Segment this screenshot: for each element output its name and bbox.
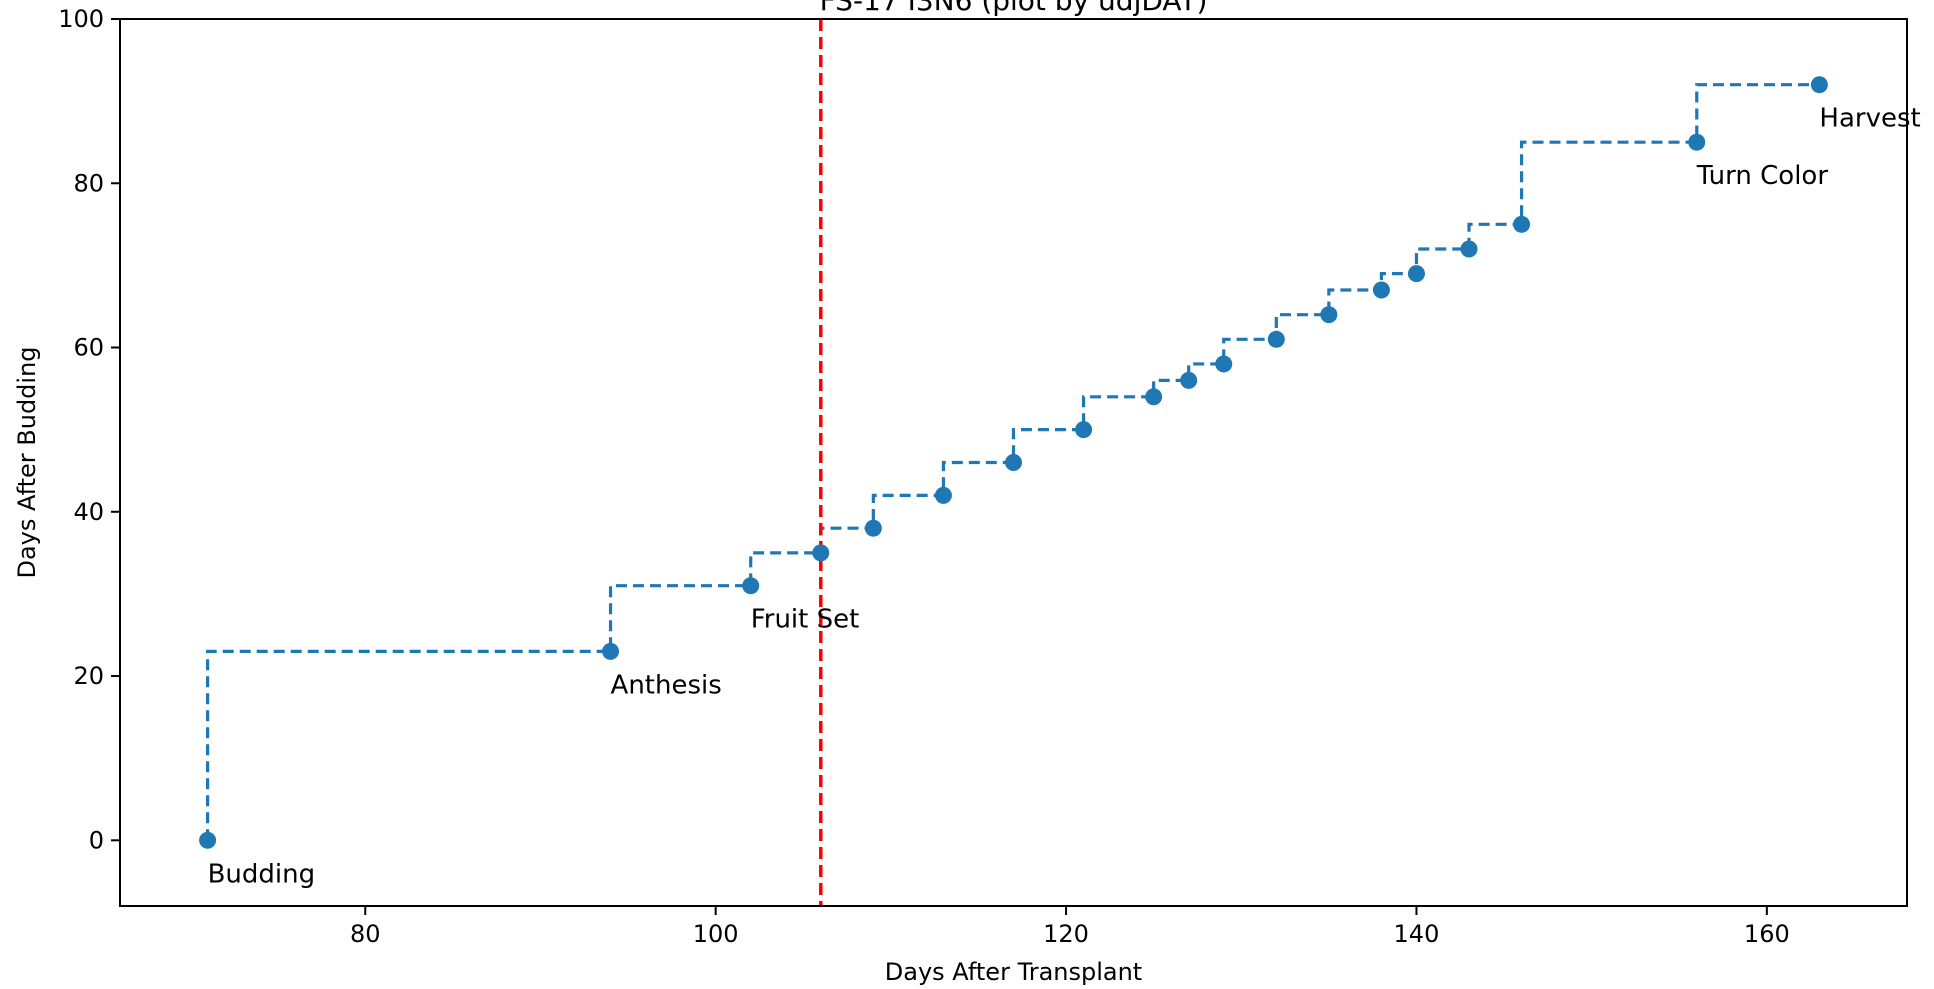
annotations: Budding Anthesis Fruit Set Turn Color Harves…: [208, 104, 1921, 890]
x-tick-label: 100: [693, 920, 739, 948]
y-axis-label: Days After Budding: [13, 346, 41, 578]
data-point: [1180, 371, 1198, 389]
y-tick-label: 0: [89, 826, 104, 854]
annotation-label: Harvest: [1819, 104, 1920, 134]
data-point: [1005, 454, 1022, 471]
chart-title: FS-17 I3N6 (plot by udjDAT): [820, 0, 1208, 17]
data-point: [1407, 265, 1425, 283]
data-point: [864, 519, 882, 537]
annotation-label: Fruit Set: [751, 605, 860, 635]
data-point: [1372, 281, 1390, 299]
data-point: [1267, 330, 1285, 348]
annotation-label: Turn Color: [1696, 161, 1829, 191]
x-tick-label: 80: [350, 920, 381, 948]
data-point: [1810, 76, 1828, 94]
data-point: [602, 642, 620, 660]
y-tick-label: 20: [73, 662, 104, 690]
data-point: [1688, 133, 1706, 151]
axes-frame: [119, 18, 1908, 907]
x-axis-label: Days After Transplant: [885, 958, 1142, 986]
y-tick-label: 100: [58, 5, 104, 33]
data-point: [199, 831, 217, 849]
x-tick-label: 120: [1043, 920, 1089, 948]
y-tick-label: 40: [73, 498, 104, 526]
annotation-label: Budding: [208, 859, 316, 889]
axis-ticks: 80 100 120 140 160 0 20 40 60 80 100: [58, 5, 1790, 948]
plot-area: [199, 19, 1828, 906]
data-point: [1320, 306, 1338, 324]
data-point: [742, 577, 760, 595]
data-point: [1145, 388, 1163, 406]
annotation-label: Anthesis: [611, 670, 722, 700]
x-tick-label: 140: [1394, 920, 1440, 948]
data-point: [934, 486, 952, 504]
y-tick-label: 80: [73, 169, 104, 197]
y-tick-label: 60: [73, 334, 104, 362]
data-point: [1075, 421, 1093, 439]
data-point: [1460, 240, 1478, 258]
x-tick-label: 160: [1744, 920, 1790, 948]
data-point: [1513, 215, 1531, 233]
data-point: [812, 544, 830, 562]
data-point: [1215, 355, 1233, 373]
